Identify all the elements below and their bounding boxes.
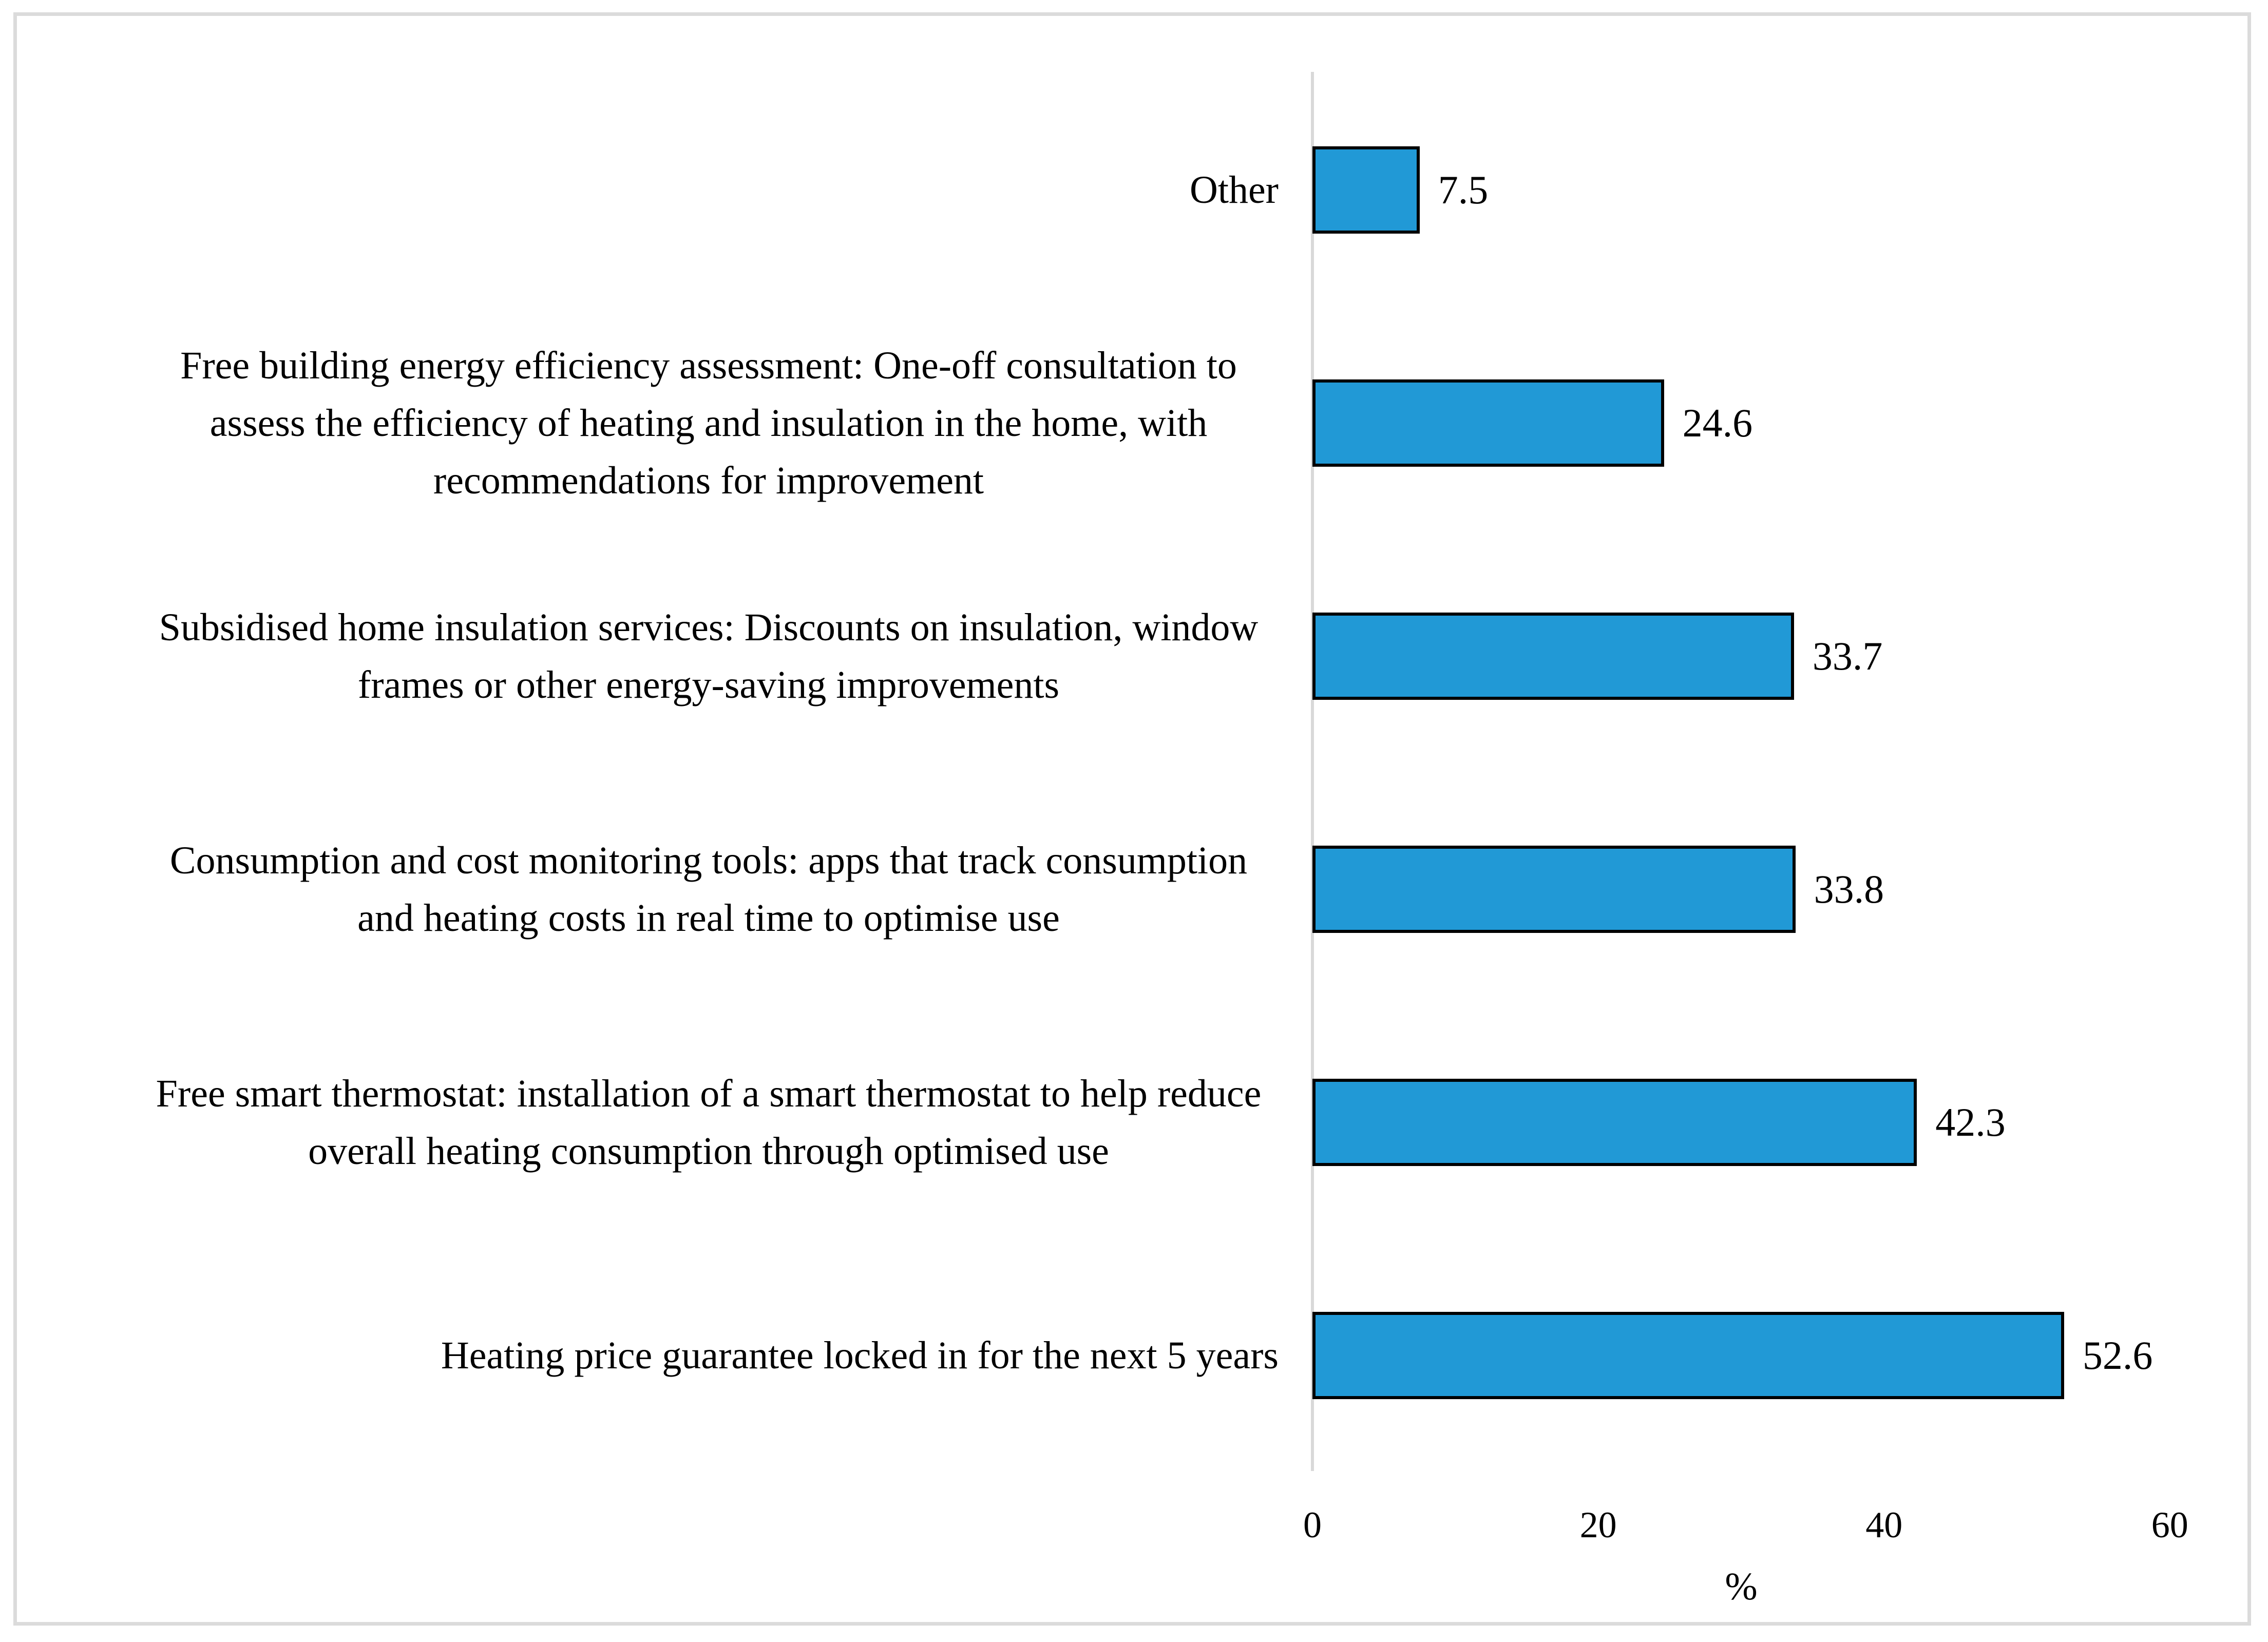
value-label: 33.7 <box>1812 634 1883 678</box>
x-axis-title: % <box>1725 1565 1758 1608</box>
bar <box>1312 1312 2064 1399</box>
value-label: 7.5 <box>1438 167 1489 212</box>
value-label: 33.8 <box>1814 867 1884 911</box>
bar <box>1312 146 1420 234</box>
category-label: Consumption and cost monitoring tools: a… <box>169 839 1248 940</box>
bar-row: Free building energy efficiency assessme… <box>0 307 2268 540</box>
value-label: 42.3 <box>1935 1100 2006 1144</box>
category-label-cell: Free building energy efficiency assessme… <box>139 307 1279 540</box>
category-label: Free building energy efficiency assessme… <box>180 344 1237 502</box>
bar-row: Free smart thermostat: installation of a… <box>0 1006 2268 1239</box>
bar-row: Consumption and cost monitoring tools: a… <box>0 773 2268 1006</box>
value-label: 24.6 <box>1682 400 1753 445</box>
x-tick-label: 60 <box>2151 1504 2188 1545</box>
bar <box>1312 1079 1917 1166</box>
bar <box>1312 846 1796 933</box>
value-label: 52.6 <box>2082 1333 2153 1378</box>
category-label: Subsidised home insulation services: Dis… <box>159 606 1259 707</box>
category-label-cell: Free smart thermostat: installation of a… <box>139 1006 1279 1239</box>
category-label-cell: Other <box>139 73 1279 307</box>
category-label-cell: Consumption and cost monitoring tools: a… <box>139 773 1279 1006</box>
category-label: Heating price guarantee locked in for th… <box>441 1334 1279 1377</box>
x-tick-label: 0 <box>1303 1504 1322 1545</box>
bar <box>1312 613 1794 700</box>
category-label-cell: Subsidised home insulation services: Dis… <box>139 540 1279 773</box>
x-tick-label: 20 <box>1579 1504 1617 1545</box>
category-label: Other <box>1189 168 1279 212</box>
bar-row: Subsidised home insulation services: Dis… <box>0 540 2268 773</box>
bar-row: Heating price guarantee locked in for th… <box>0 1239 2268 1472</box>
bar-row: Other 7.5 <box>0 73 2268 307</box>
figure-border <box>13 12 2251 1626</box>
category-label: Free smart thermostat: installation of a… <box>156 1072 1262 1173</box>
category-axis-line <box>1311 72 1314 1471</box>
x-tick-label: 40 <box>1865 1504 1903 1545</box>
bar <box>1312 379 1664 467</box>
category-label-cell: Heating price guarantee locked in for th… <box>139 1239 1279 1472</box>
